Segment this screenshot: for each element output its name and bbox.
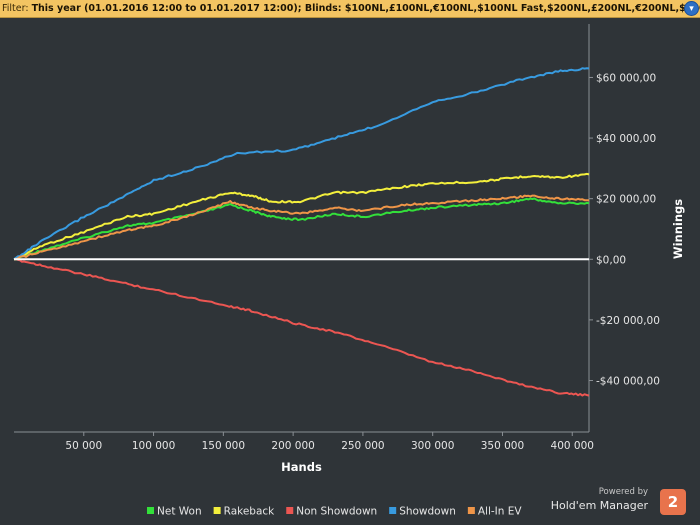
y-tick-label: $0,00 — [596, 254, 626, 266]
y-tick-label: $40 000,00 — [596, 133, 656, 145]
x-tick-label: 250 000 — [341, 440, 384, 452]
x-tick-label: 100 000 — [132, 440, 175, 452]
y-tick-label: $60 000,00 — [596, 72, 656, 84]
legend-swatch — [286, 507, 294, 514]
series-line — [13, 172, 590, 261]
x-tick-label: 200 000 — [271, 440, 314, 452]
x-tick-label: 150 000 — [202, 440, 245, 452]
y-tick-label: $20 000,00 — [596, 194, 656, 206]
brand-badge: Powered by Hold'em Manager 2 — [550, 487, 690, 519]
legend-swatch — [389, 507, 397, 514]
y-tick-label: -$40 000,00 — [596, 375, 660, 387]
legend-swatch — [147, 507, 154, 514]
legend-label: Non Showdown — [296, 506, 377, 518]
legend-label: Showdown — [399, 506, 456, 518]
legend-label: Net Won — [157, 506, 202, 518]
series-line — [13, 257, 590, 397]
brand-logo: 2 — [660, 489, 686, 515]
series-line — [13, 67, 590, 261]
brand-powered-text: Powered by — [598, 487, 648, 497]
legend-label: All-In EV — [478, 506, 523, 518]
brand-name: Hold'em Manager — [550, 499, 648, 512]
series-line — [13, 197, 590, 261]
legend-swatch — [467, 507, 475, 514]
x-tick-label: 50 000 — [65, 440, 102, 452]
legend-swatch — [213, 507, 221, 514]
x-tick-label: 300 000 — [411, 440, 454, 452]
y-axis-title: Winnings — [671, 199, 685, 259]
legend-label: Rakeback — [224, 506, 276, 518]
x-axis-title: Hands — [281, 460, 322, 474]
x-tick-label: 350 000 — [481, 440, 524, 452]
series-line — [14, 194, 590, 261]
filter-text[interactable]: This year (01.01.2016 12:00 to 01.01.201… — [31, 3, 700, 14]
y-tick-label: -$20 000,00 — [596, 315, 660, 327]
gear-icon[interactable]: ▾ — [684, 1, 699, 16]
filter-bar: Filter: This year (01.01.2016 12:00 to 0… — [0, 0, 700, 18]
x-tick-label: 400 000 — [551, 440, 594, 452]
filter-label: Filter: — [2, 3, 29, 14]
